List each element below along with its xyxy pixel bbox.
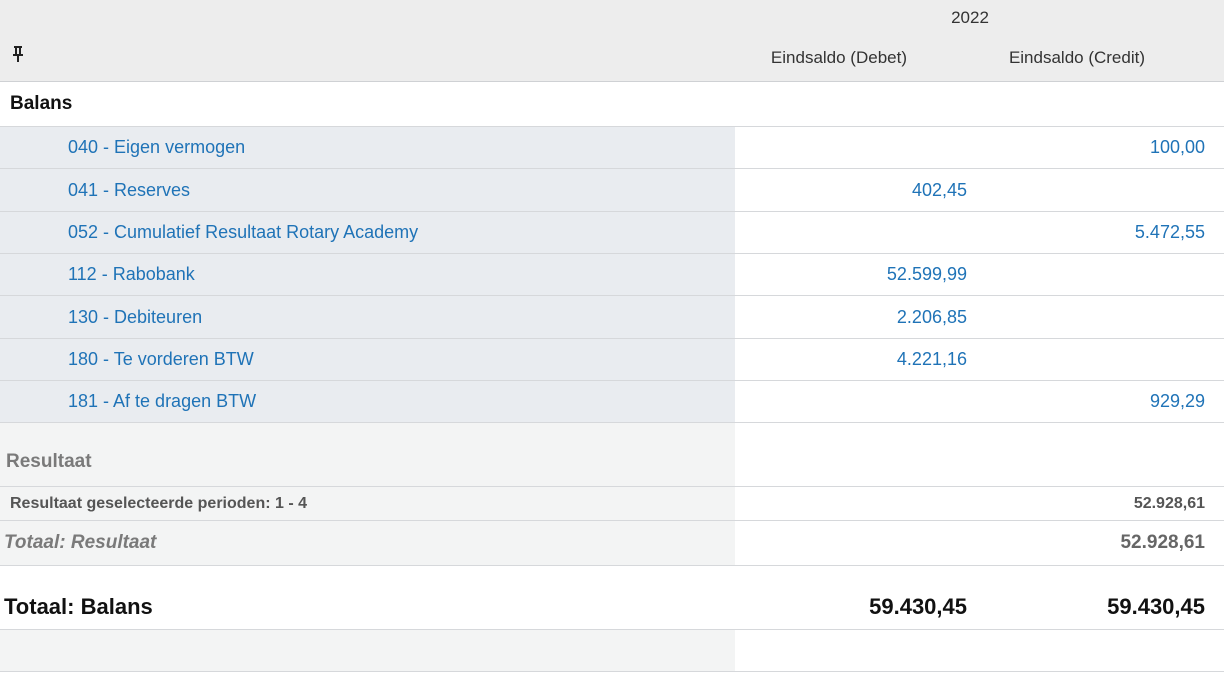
account-link[interactable]: 040 - Eigen vermogen: [68, 137, 246, 157]
credit-value: [967, 339, 1205, 380]
account-link[interactable]: 041 - Reserves: [68, 179, 191, 200]
report-header: 2022 Eindsaldo (Debet) Eindsaldo (Credit…: [0, 0, 1224, 82]
table-row-resultaat-period: Resultaat geselecteerde perioden: 1 - 4 …: [0, 487, 1224, 521]
credit-value[interactable]: 929,29: [1149, 391, 1205, 411]
table-row: 181 - Af te dragen BTW 929,29: [0, 381, 1224, 423]
table-row: 180 - Te vorderen BTW 4.221,16: [0, 339, 1224, 381]
debet-value[interactable]: 4.221,16: [896, 349, 967, 369]
credit-value: [967, 296, 1205, 338]
account-cell: 181 - Af te dragen BTW: [0, 381, 256, 422]
table-row: 040 - Eigen vermogen 100,00: [0, 127, 1224, 169]
credit-value: [967, 254, 1205, 295]
debet-value: [735, 381, 967, 422]
total-balans-label: Totaal: Balans: [4, 593, 153, 619]
table-row: 052 - Cumulatief Resultaat Rotary Academ…: [0, 212, 1224, 254]
account-cell: 180 - Te vorderen BTW: [0, 339, 254, 380]
pin-icon[interactable]: [12, 46, 24, 62]
credit-value[interactable]: 100,00: [1149, 137, 1205, 157]
table-row-total-resultaat: Totaal: Resultaat 52.928,61: [0, 521, 1224, 566]
table-row: 130 - Debiteuren 2.206,85: [0, 296, 1224, 339]
debet-value[interactable]: 2.206,85: [896, 306, 967, 327]
table-row-total-balans: Totaal: Balans 59.430,45 59.430,45: [0, 566, 1224, 630]
account-link[interactable]: 181 - Af te dragen BTW: [68, 391, 257, 411]
account-cell: 040 - Eigen vermogen: [0, 127, 245, 168]
year-header: 2022: [951, 8, 989, 27]
resultaat-period-credit: 52.928,61: [1133, 494, 1205, 512]
account-link[interactable]: 130 - Debiteuren: [68, 306, 203, 327]
total-resultaat-credit: 52.928,61: [1120, 532, 1205, 553]
debet-value: [735, 212, 967, 253]
account-cell: 052 - Cumulatief Resultaat Rotary Academ…: [0, 212, 418, 253]
account-cell: 112 - Rabobank: [0, 254, 195, 295]
section-row-resultaat: Resultaat: [0, 423, 1224, 487]
account-cell: 130 - Debiteuren: [0, 296, 202, 338]
column-header-credit[interactable]: Eindsaldo (Credit): [1008, 48, 1145, 67]
debet-value: [735, 127, 967, 168]
resultaat-period-label: Resultaat geselecteerde perioden: 1 - 4: [10, 494, 307, 512]
debet-value[interactable]: 52.599,99: [886, 264, 967, 284]
account-link[interactable]: 180 - Te vorderen BTW: [68, 349, 254, 369]
total-resultaat-label: Totaal: Resultaat: [4, 532, 157, 553]
credit-value: [967, 169, 1205, 211]
account-link[interactable]: 052 - Cumulatief Resultaat Rotary Academ…: [68, 222, 419, 242]
table-row-empty: [0, 630, 1224, 672]
table-row: 112 - Rabobank 52.599,99: [0, 254, 1224, 296]
section-title-balans: Balans: [10, 93, 73, 114]
section-row-balans: Balans: [0, 82, 1224, 127]
debet-value[interactable]: 402,45: [911, 179, 967, 200]
total-balans-credit: 59.430,45: [1107, 593, 1205, 619]
credit-value[interactable]: 5.472,55: [1134, 222, 1205, 242]
account-cell: 041 - Reserves: [0, 169, 190, 211]
total-balans-debet: 59.430,45: [869, 593, 967, 619]
section-title-resultaat: Resultaat: [6, 450, 92, 472]
account-link[interactable]: 112 - Rabobank: [68, 264, 195, 284]
table-row: 041 - Reserves 402,45: [0, 169, 1224, 212]
column-header-debet[interactable]: Eindsaldo (Debet): [770, 48, 907, 67]
